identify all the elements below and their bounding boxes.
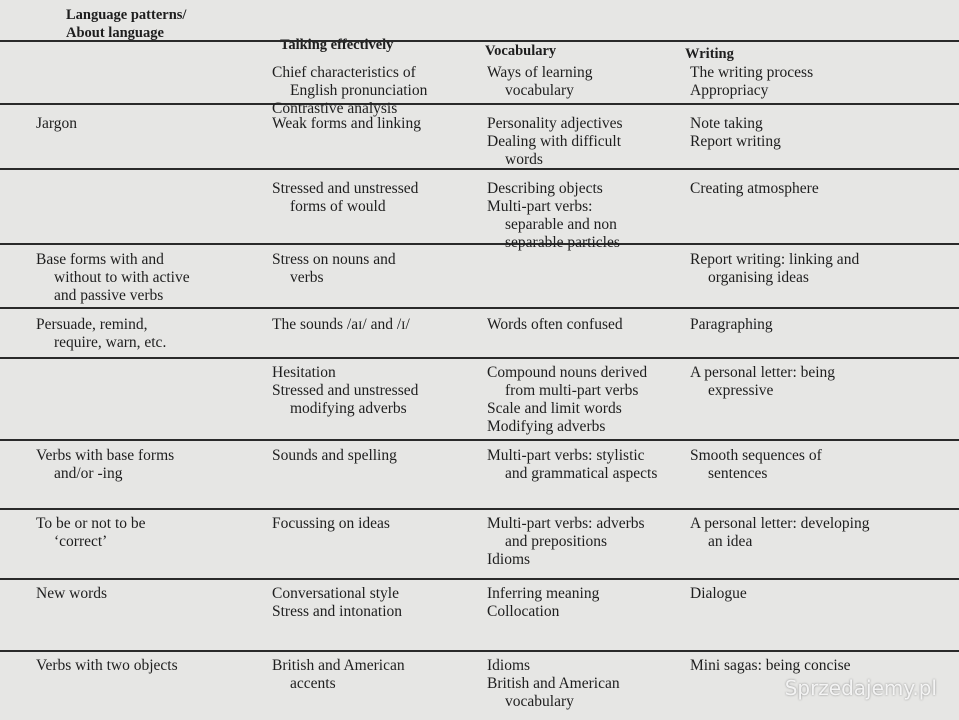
- cell-text: Report writing: linking and: [690, 251, 860, 268]
- cell-text: Mini sagas: being concise: [690, 657, 851, 674]
- cell-text: and grammatical aspects: [505, 465, 658, 482]
- cell-text: British and American: [487, 675, 620, 692]
- cell-text: Stressed and unstressed: [272, 180, 419, 197]
- cell-text: from multi-part verbs: [505, 382, 639, 399]
- cell-text: Multi-part verbs:: [487, 198, 593, 215]
- cell-text: Dialogue: [690, 585, 747, 602]
- cell-text: The sounds /aɪ/ and /ɪ/: [272, 316, 410, 333]
- cell-text: Dealing with difficult: [487, 133, 622, 150]
- cell-text: words: [505, 151, 543, 168]
- cell-text: sentences: [708, 465, 768, 482]
- cell-text: The writing process: [690, 64, 814, 81]
- cell-text: Inferring meaning: [487, 585, 600, 602]
- cell-text: without to with active: [54, 269, 190, 286]
- header-cell: Vocabulary: [485, 43, 557, 59]
- cell-text: Stress and intonation: [272, 603, 403, 620]
- cell-text: separable particles: [505, 234, 620, 251]
- cell-text: Appropriacy: [690, 82, 769, 99]
- header-cell: Talking effectively: [280, 37, 394, 53]
- cell-text: Chief characteristics of: [272, 64, 416, 81]
- cell-text: Scale and limit words: [487, 400, 622, 417]
- row-rule: [0, 243, 959, 245]
- row-rule: [0, 439, 959, 441]
- cell-text: Ways of learning: [487, 64, 593, 81]
- cell-text: Hesitation: [272, 364, 336, 381]
- cell-text: Note taking: [690, 115, 763, 132]
- cell-text: organising ideas: [708, 269, 809, 286]
- row-rule: [0, 40, 959, 42]
- cell-text: and passive verbs: [54, 287, 164, 304]
- cell-text: Jargon: [36, 115, 78, 132]
- cell-text: Words often confused: [487, 316, 623, 333]
- header-cell: Writing: [685, 46, 734, 62]
- cell-text: Persuade, remind,: [36, 316, 148, 333]
- row-rule: [0, 103, 959, 105]
- cell-text: New words: [36, 585, 108, 602]
- cell-text: Compound nouns derived: [487, 364, 648, 381]
- cell-text: Multi-part verbs: adverbs: [487, 515, 645, 532]
- cell-text: To be or not to be: [36, 515, 146, 532]
- cell-text: modifying adverbs: [290, 400, 407, 417]
- cell-text: British and American: [272, 657, 405, 674]
- row-rule: [0, 168, 959, 170]
- cell-text: Describing objects: [487, 180, 603, 197]
- cell-text: Stress on nouns and: [272, 251, 396, 268]
- cell-text: A personal letter: being: [690, 364, 836, 381]
- row-rule: [0, 307, 959, 309]
- cell-text: Verbs with base forms: [36, 447, 175, 464]
- cell-text: Sounds and spelling: [272, 447, 397, 464]
- cell-text: Collocation: [487, 603, 560, 620]
- cell-text: Smooth sequences of: [690, 447, 822, 464]
- cell-text: Idioms: [487, 657, 531, 674]
- cell-text: English pronunciation: [290, 82, 428, 99]
- cell-text: expressive: [708, 382, 774, 399]
- cell-text: separable and non: [505, 216, 617, 233]
- cell-text: vocabulary: [505, 693, 574, 710]
- header-cell: Language patterns/: [66, 7, 187, 23]
- cell-text: Personality adjectives: [487, 115, 623, 132]
- cell-text: Contrastive analysis: [272, 100, 398, 117]
- cell-text: A personal letter: developing: [690, 515, 870, 532]
- row-rule: [0, 508, 959, 510]
- cell-text: Conversational style: [272, 585, 399, 602]
- cell-text: forms of would: [290, 198, 386, 215]
- cell-text: accents: [290, 675, 336, 692]
- cell-text: Report writing: [690, 133, 781, 150]
- row-rule: [0, 578, 959, 580]
- row-rule: [0, 650, 959, 652]
- cell-text: Verbs with two objects: [36, 657, 178, 674]
- cell-text: require, warn, etc.: [54, 334, 167, 351]
- cell-text: Multi-part verbs: stylistic: [487, 447, 645, 464]
- cell-text: Base forms with and: [36, 251, 164, 268]
- header-cell: About language: [66, 25, 164, 41]
- cell-text: Creating atmosphere: [690, 180, 819, 197]
- cell-text: Idioms: [487, 551, 531, 568]
- cell-text: and/or -ing: [54, 465, 123, 482]
- cell-text: Focussing on ideas: [272, 515, 390, 532]
- cell-text: and prepositions: [505, 533, 608, 550]
- cell-text: Paragraphing: [690, 316, 773, 333]
- cell-text: vocabulary: [505, 82, 574, 99]
- cell-text: Modifying adverbs: [487, 418, 606, 435]
- row-rule: [0, 357, 959, 359]
- watermark: Sprzedajemy.pl: [784, 676, 937, 700]
- cell-text: ‘correct’: [54, 533, 108, 550]
- cell-text: Weak forms and linking: [272, 115, 421, 132]
- cell-text: verbs: [290, 269, 324, 286]
- cell-text: Stressed and unstressed: [272, 382, 419, 399]
- cell-text: an idea: [708, 533, 753, 550]
